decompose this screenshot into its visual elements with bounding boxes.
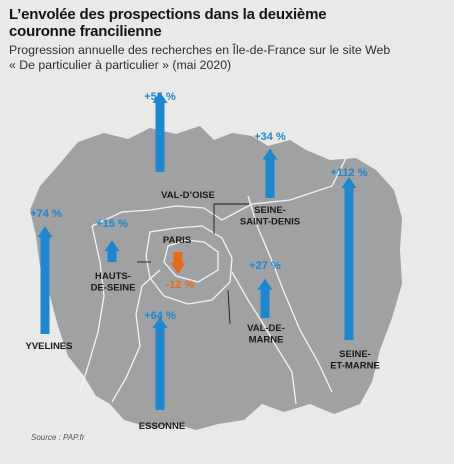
leader-line-val-de-marne (227, 289, 231, 325)
value-label-paris: -12 % (166, 279, 195, 291)
department-label-seine-saint-denis: SEINE-SAINT-DENIS (240, 205, 300, 228)
department-borders (79, 157, 347, 405)
value-label-val-de-marne: +27 % (249, 260, 281, 272)
arrow-hauts-de-seine (104, 240, 120, 262)
department-label-paris: PARIS (163, 235, 191, 246)
department-label-yvelines: YVELINES (26, 341, 73, 352)
department-label-val-de-marne: VAL-DE-MARNE (247, 323, 285, 346)
subtitle-line-2: « De particulier à particulier » (mai 20… (9, 58, 232, 72)
arrows-layer (37, 91, 357, 410)
arrow-seine-saint-denis (262, 148, 278, 198)
department-label-hauts-de-seine: HAUTS-DE-SEINE (91, 271, 136, 294)
department-label-val-doise: VAL-D’OISE (161, 190, 215, 201)
leader-lines (137, 203, 249, 325)
arrow-paris (170, 252, 186, 274)
value-label-seine-saint-denis: +34 % (254, 131, 286, 143)
source-note: Source : PAP.fr (31, 433, 85, 442)
labels-layer: +55 % VAL-D’OISE +34 % SEINE-SAINT-DENIS +11… (26, 91, 380, 432)
value-label-hauts-de-seine: +15 % (96, 218, 128, 230)
region-shape (30, 126, 402, 430)
value-label-essonne: +64 % (144, 310, 176, 322)
value-label-yvelines: +74 % (30, 208, 62, 220)
title-line-1: L’envolée des prospections dans la deuxi… (9, 6, 327, 23)
map-title: L’envolée des prospections dans la deuxi… (9, 6, 439, 40)
subtitle-line-1: Progression annuelle des recherches en Î… (9, 43, 391, 57)
arrow-yvelines (37, 226, 53, 334)
map-subtitle: Progression annuelle des recherches en Î… (9, 43, 449, 73)
department-label-seine-et-marne: SEINE-ET-MARNE (330, 349, 380, 372)
department-label-essonne: ESSONNE (139, 421, 185, 432)
value-label-seine-et-marne: +112 % (330, 167, 367, 179)
arrow-seine-et-marne (341, 177, 357, 340)
value-label-val-doise: +55 % (144, 91, 176, 103)
arrow-essonne (152, 316, 168, 410)
arrow-val-doise (152, 91, 168, 172)
title-line-2: couronne francilienne (9, 23, 162, 40)
arrow-val-de-marne (257, 278, 273, 318)
leader-line-seine-saint-denis (213, 203, 249, 234)
